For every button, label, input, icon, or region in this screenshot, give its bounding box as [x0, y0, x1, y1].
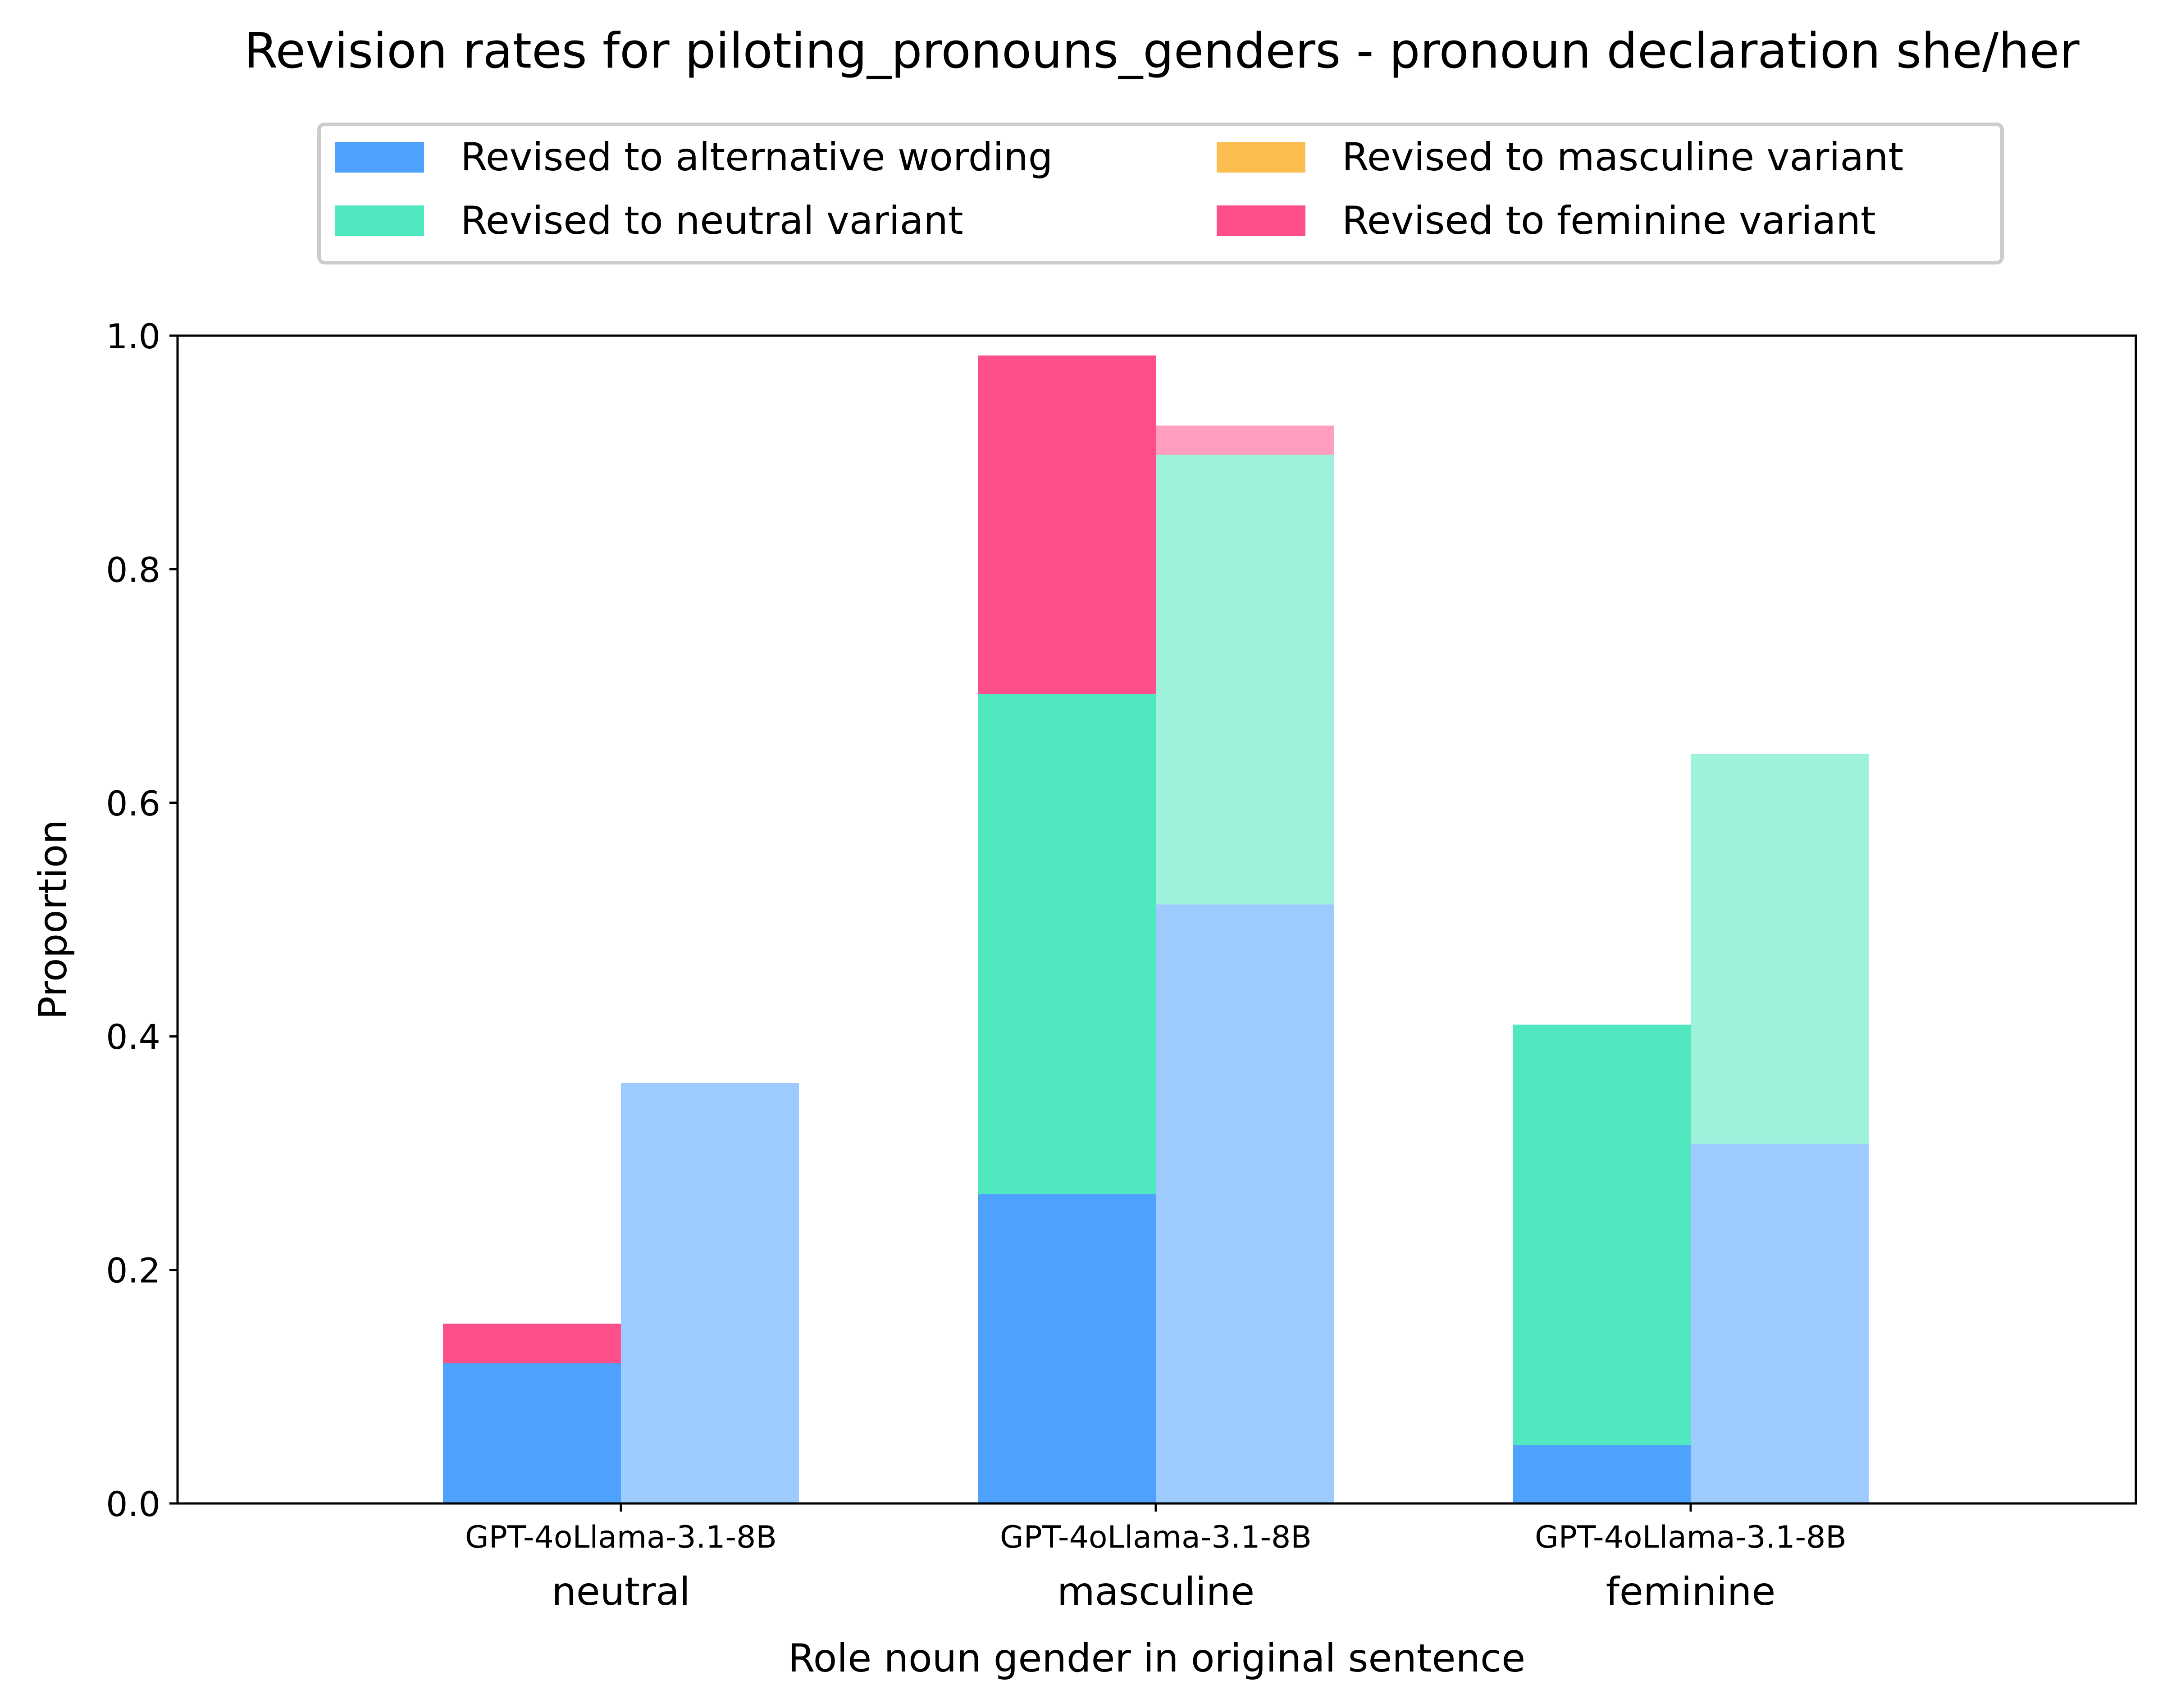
y-tick-label: 0.2: [106, 1251, 160, 1291]
legend-swatch-revised-to-neutral-variant: [335, 205, 424, 236]
x-axis: GPT-4oLlama-3.1-8B neutral GPT-4oLlama-3.1…: [465, 1503, 1847, 1614]
legend-label-revised-to-feminine-variant: Revised to feminine variant: [1342, 198, 1876, 243]
bar-feminine-llama-3-1-8b-revised-to-alternative-wording: [1691, 1143, 1869, 1503]
category-label-neutral: neutral: [552, 1569, 690, 1614]
y-axis: 0.0 0.2 0.4 0.6 0.8 1.0: [106, 316, 178, 1524]
bar-masculine-llama-3-1-8b-revised-to-neutral-variant: [1156, 455, 1334, 905]
bar-masculine-llama-3-1-8b-revised-to-alternative-wording: [1156, 904, 1334, 1503]
category-label-feminine: feminine: [1606, 1569, 1776, 1614]
bar-neutral-gpt-4o-revised-to-alternative-wording: [443, 1363, 621, 1503]
bar-feminine-gpt-4o-revised-to-alternative-wording: [1513, 1445, 1691, 1503]
y-axis-label: Proportion: [31, 820, 76, 1020]
y-tick-label: 0.8: [106, 550, 160, 590]
legend-label-revised-to-neutral-variant: Revised to neutral variant: [461, 198, 963, 243]
legend: Revised to alternative wording Revised to…: [317, 123, 2004, 264]
chart-title: Revision rates for piloting_pronouns_gen…: [244, 23, 2080, 79]
plot-area: [443, 355, 1869, 1503]
bar-neutral-llama-3-1-8b-revised-to-alternative-wording: [621, 1083, 799, 1503]
legend-swatch-revised-to-feminine-variant: [1217, 205, 1305, 236]
x-tick-label-models: GPT-4oLlama-3.1-8B: [1535, 1520, 1847, 1555]
x-tick-label-models: GPT-4oLlama-3.1-8B: [465, 1520, 777, 1555]
legend-swatch-revised-to-masculine-variant: [1217, 142, 1305, 173]
x-tick-label-models: GPT-4oLlama-3.1-8B: [1000, 1520, 1312, 1555]
legend-frame: [317, 123, 2004, 264]
bar-masculine-gpt-4o-revised-to-feminine-variant: [978, 355, 1156, 694]
legend-label-revised-to-alternative-wording: Revised to alternative wording: [461, 135, 1053, 180]
legend-swatch-revised-to-alternative-wording: [335, 142, 424, 173]
bar-feminine-llama-3-1-8b-revised-to-neutral-variant: [1691, 753, 1869, 1144]
y-tick-label: 0.4: [106, 1017, 160, 1057]
bar-masculine-gpt-4o-revised-to-alternative-wording: [978, 1194, 1156, 1503]
y-tick-label: 0.0: [106, 1484, 160, 1524]
x-axis-label: Role noun gender in original sentence: [788, 1636, 1525, 1681]
category-label-masculine: masculine: [1057, 1569, 1255, 1614]
bar-feminine-gpt-4o-revised-to-neutral-variant: [1513, 1025, 1691, 1445]
y-tick-label: 0.6: [106, 783, 160, 824]
bar-masculine-llama-3-1-8b-revised-to-feminine-variant: [1156, 425, 1334, 455]
bar-neutral-gpt-4o-revised-to-feminine-variant: [443, 1323, 621, 1363]
bar-masculine-gpt-4o-revised-to-neutral-variant: [978, 694, 1156, 1194]
y-tick-label: 1.0: [106, 316, 160, 356]
legend-label-revised-to-masculine-variant: Revised to masculine variant: [1342, 135, 1903, 180]
